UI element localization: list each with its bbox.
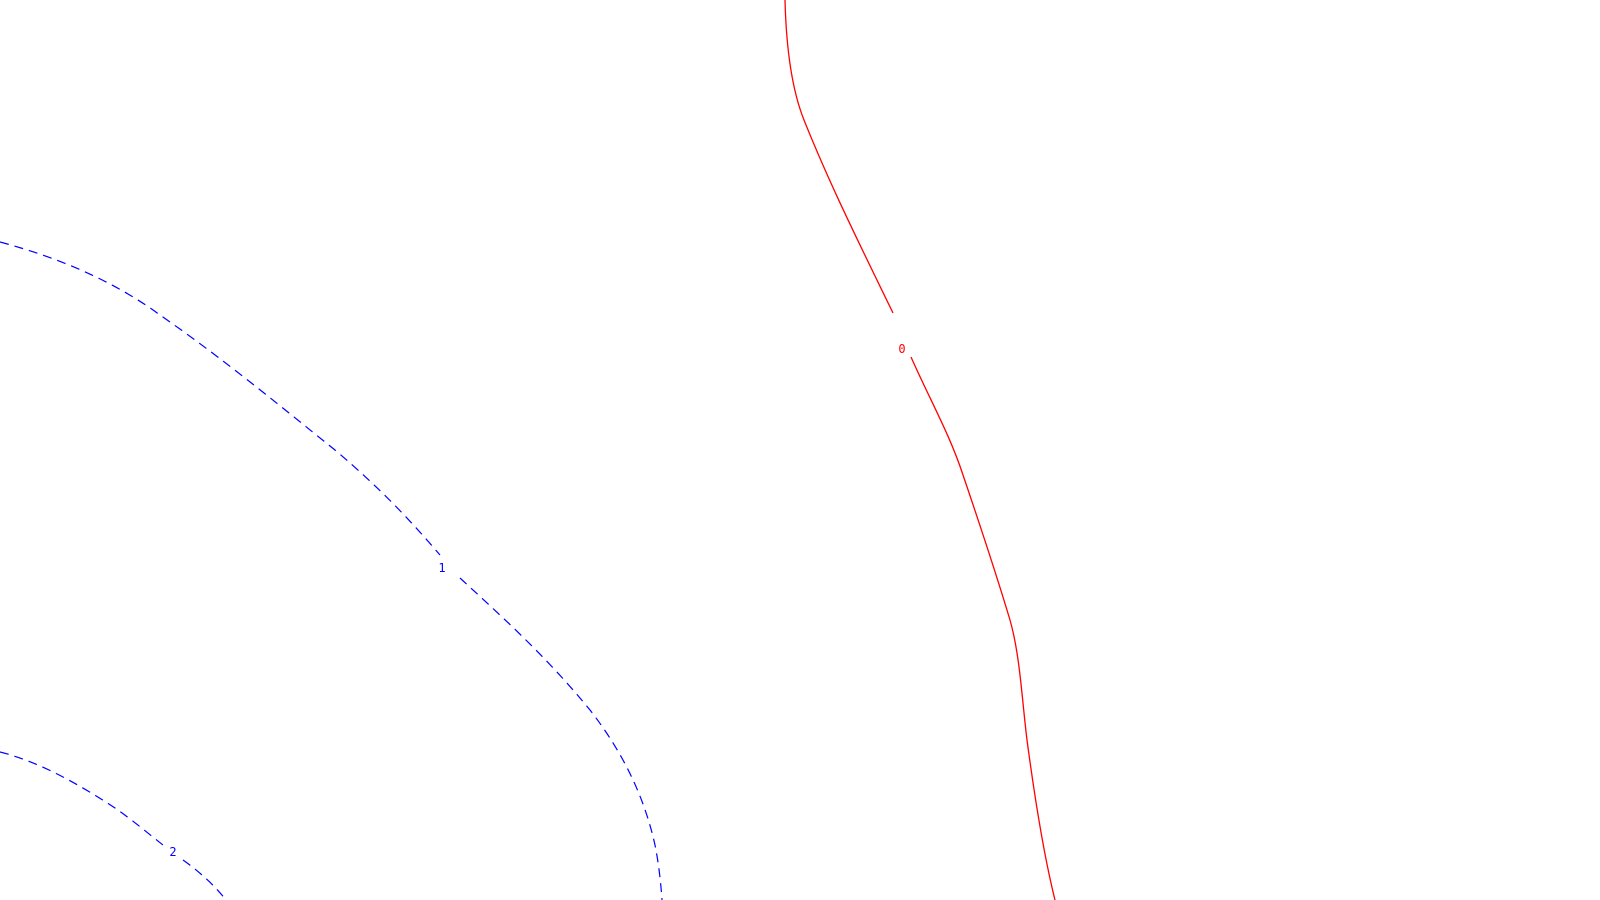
contour-label-2: 2 [169, 845, 176, 859]
contour-line-2 [0, 751, 227, 900]
contour-label-0: 0 [898, 342, 905, 356]
contour-line-1 [0, 241, 663, 900]
contour-line-0 [784, 0, 1056, 900]
contour-label-1: 1 [438, 561, 445, 575]
